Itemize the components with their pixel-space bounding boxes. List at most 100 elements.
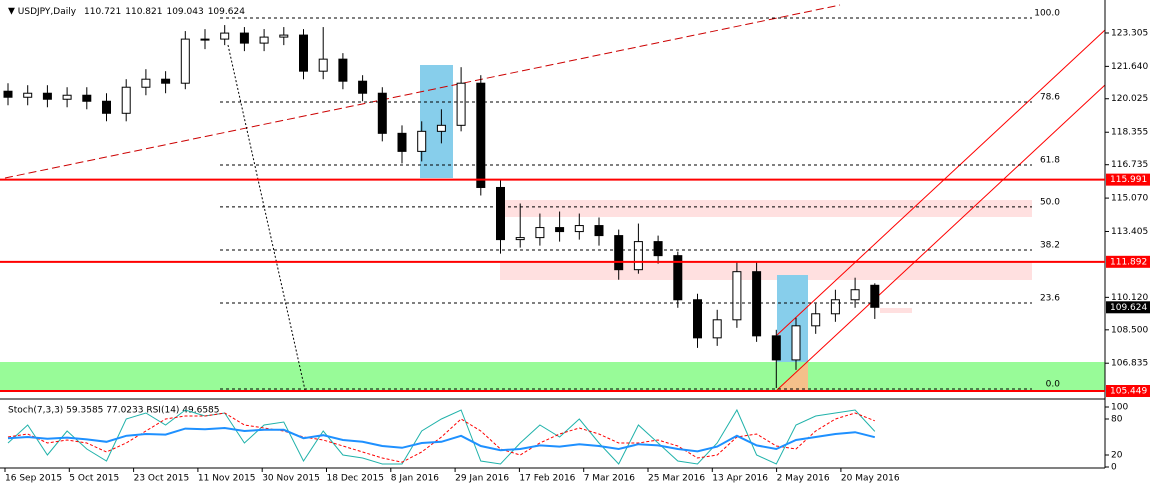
candle-body: [417, 130, 427, 152]
resistance-zone: [500, 200, 1032, 217]
x-tick-label: 29 Jan 2016: [455, 474, 509, 484]
level-label: 105.449: [1110, 387, 1147, 397]
level-label-box: [1106, 385, 1150, 398]
last-price-label: 109.624: [1110, 303, 1147, 313]
x-tick-label: 16 Sep 2015: [5, 474, 62, 484]
y-tick-label: 121.640: [1111, 62, 1148, 72]
candle-body: [850, 289, 860, 301]
candle-body: [712, 319, 722, 339]
candle-body: [870, 284, 880, 308]
support-zone: [0, 362, 1105, 390]
y-tick-label: 0: [1111, 463, 1117, 473]
x-tick-label: 13 Apr 2016: [712, 474, 768, 484]
fib-label: 23.6: [1040, 293, 1060, 303]
y-tick-label: 116.735: [1111, 160, 1148, 170]
fib-trend: [227, 44, 306, 391]
candle-body: [811, 313, 821, 327]
level-label-box: [1106, 255, 1150, 268]
y-tick-label: 108.500: [1111, 325, 1148, 335]
level-label: 115.991: [1110, 175, 1147, 185]
channel-line: [776, 29, 1106, 336]
candle-body: [397, 132, 407, 152]
candle-body: [456, 82, 466, 126]
highlight-box: [420, 65, 453, 178]
candle-body: [200, 38, 210, 41]
candle-body: [141, 78, 151, 88]
y-tick-label: 106.835: [1111, 359, 1148, 369]
indicator-line: [7, 408, 876, 465]
x-tick-label: 8 Jan 2016: [391, 474, 439, 484]
candle-body: [102, 100, 111, 114]
candle-body: [732, 271, 742, 321]
x-tick-label: 17 Feb 2016: [519, 474, 575, 484]
fib-label: 100.0: [1034, 9, 1060, 19]
y-tick-label: 118.355: [1111, 128, 1148, 138]
indicator-line: [7, 412, 875, 463]
header-open: 110.721: [84, 7, 121, 17]
candle-body: [515, 237, 525, 241]
candle-body: [693, 299, 702, 339]
fib-label: 0.0: [1046, 379, 1061, 389]
last-price-box: [1106, 301, 1150, 314]
y-tick-label: 123.305: [1111, 28, 1148, 38]
y-tick-label: 20: [1111, 451, 1123, 461]
candle-body: [496, 186, 505, 241]
fib-label: 50.0: [1040, 197, 1060, 207]
candle-body: [555, 227, 565, 233]
level-label-box: [1106, 173, 1150, 186]
x-tick-label: 7 Mar 2016: [584, 474, 636, 484]
candle-body: [82, 94, 92, 102]
x-tick-label: 25 Mar 2016: [648, 474, 705, 484]
candle-body: [535, 227, 545, 239]
header-low: 109.043: [166, 7, 203, 17]
candle-body: [752, 271, 762, 337]
x-tick-label: 23 Oct 2015: [134, 474, 190, 484]
y-tick-label: 120.025: [1111, 94, 1148, 104]
candle-body: [476, 82, 486, 188]
candle-body: [3, 90, 13, 98]
candle-body: [633, 241, 643, 271]
candle-body: [771, 335, 781, 361]
candle-body: [653, 241, 663, 257]
fib-label: 78.6: [1040, 93, 1060, 103]
candle-body: [62, 94, 72, 100]
candle-body: [574, 225, 584, 233]
candle-body: [673, 255, 683, 301]
y-tick-label: 80: [1111, 415, 1123, 425]
header-high: 110.821: [125, 7, 162, 17]
level-label: 111.892: [1110, 257, 1147, 267]
candle-body: [239, 32, 249, 44]
x-tick-label: 20 May 2016: [841, 474, 900, 484]
trend-line: [4, 4, 841, 179]
x-tick-label: 18 Dec 2015: [327, 474, 385, 484]
x-tick-label: 11 Nov 2015: [198, 474, 256, 484]
y-tick-label: 110.120: [1111, 293, 1148, 303]
x-tick-label: 2 May 2016: [777, 474, 830, 484]
x-tick-label: 5 Oct 2015: [69, 474, 119, 484]
y-tick-label: 115.070: [1111, 194, 1148, 204]
fib-label: 38.2: [1040, 241, 1060, 251]
y-tick-label: 100: [1111, 403, 1128, 413]
resistance-zone: [500, 262, 1032, 280]
candle-body: [23, 92, 33, 98]
candle-body: [220, 32, 230, 40]
chart-header: ▼ USDJPY,Daily 110.721 110.821 109.043 109.6…: [8, 7, 245, 17]
x-tick-label: 30 Nov 2015: [262, 474, 320, 484]
candle-body: [791, 325, 801, 361]
candle-body: [121, 86, 131, 114]
candle-body: [299, 34, 308, 72]
symbol: USDJPY,Daily: [18, 7, 77, 17]
candle-body: [318, 58, 328, 72]
header-close: 109.624: [208, 7, 245, 17]
indicator-line: [7, 426, 876, 453]
candle-body: [42, 92, 52, 100]
candle-body: [614, 235, 624, 271]
candle-body: [377, 92, 387, 134]
indicator-title: Stoch(7,3,3) 59.3585 77.0233 RSI(14) 49.…: [8, 406, 220, 416]
candle-body: [594, 225, 604, 237]
fib-label: 61.8: [1040, 156, 1060, 166]
candle-body: [279, 34, 289, 38]
channel-line: [776, 84, 1106, 391]
candle-body: [830, 299, 840, 315]
